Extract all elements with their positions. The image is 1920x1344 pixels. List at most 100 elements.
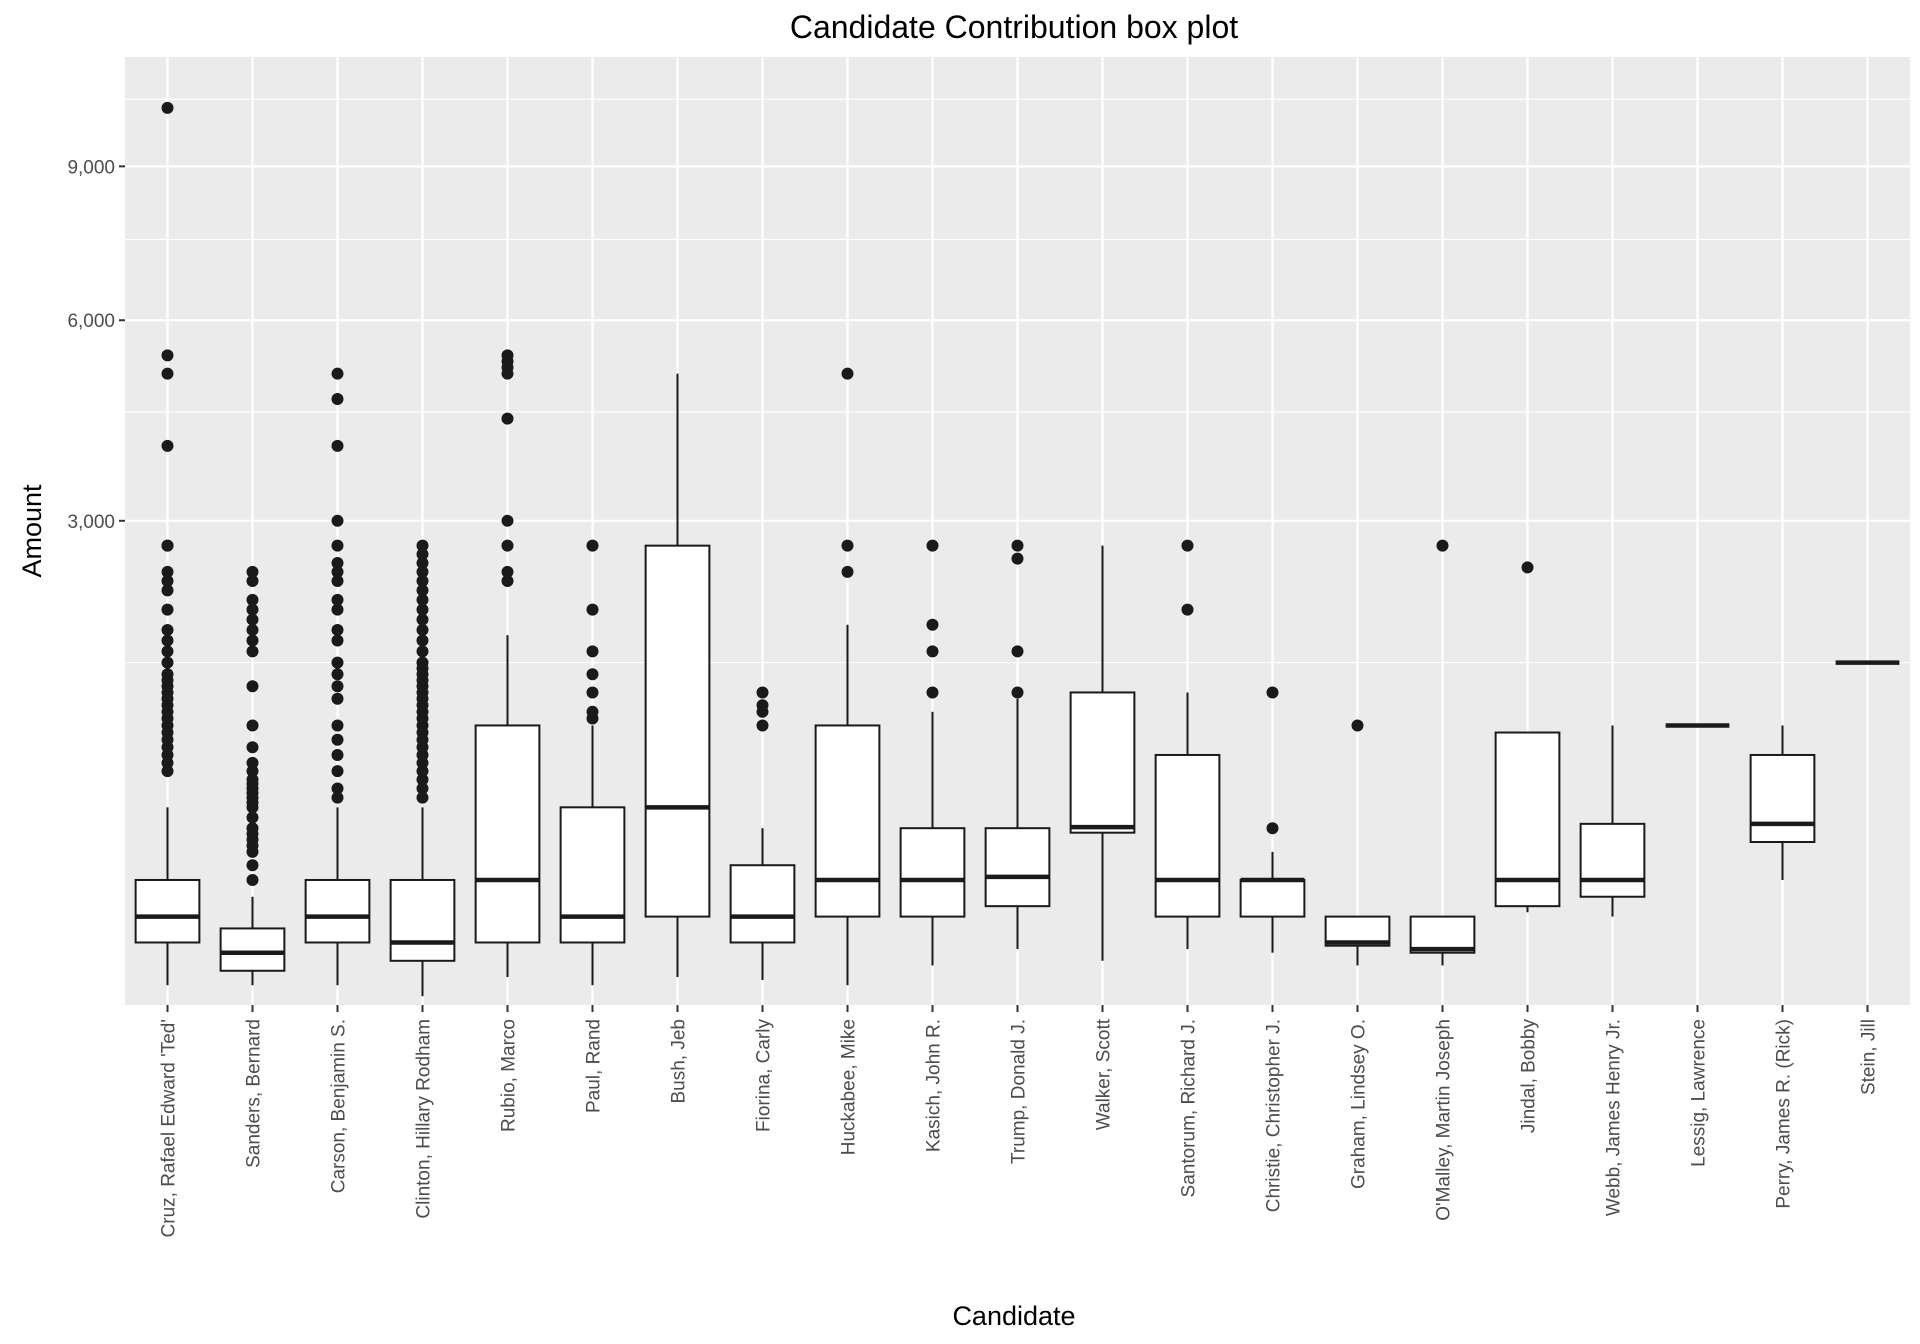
x-tick-label: Huckabee, Mike	[839, 1019, 860, 1155]
outlier-point	[246, 613, 259, 626]
outlier-point	[416, 773, 429, 786]
outlier-point	[331, 765, 344, 778]
outlier-point	[1351, 719, 1364, 732]
outlier-point	[331, 593, 344, 606]
box-group	[644, 373, 711, 978]
outlier-point	[161, 349, 174, 362]
outlier-point	[246, 645, 259, 658]
outlier-point	[586, 645, 599, 658]
outlier-point	[926, 539, 939, 552]
outlier-point	[926, 686, 939, 699]
outlier-point	[416, 575, 429, 588]
outlier-point	[331, 634, 344, 647]
box-group	[559, 539, 626, 986]
box-group	[389, 539, 456, 997]
x-tick-label: Trump, Donald J.	[1009, 1019, 1030, 1164]
box	[1154, 753, 1221, 918]
x-tick-label: Clinton, Hillary Rodham	[414, 1019, 435, 1219]
outlier-point	[331, 623, 344, 636]
outlier-point	[416, 765, 429, 778]
outlier-point	[501, 349, 514, 362]
outlier-point	[416, 556, 429, 569]
outlier-point	[161, 539, 174, 552]
box-group	[1749, 725, 1816, 880]
x-tick-label: Christie, Christopher J.	[1264, 1019, 1285, 1212]
outlier-point	[586, 668, 599, 681]
box-group	[219, 565, 286, 986]
x-tick-label: Graham, Lindsey O.	[1349, 1019, 1370, 1189]
outlier-point	[161, 565, 174, 578]
outlier-point	[331, 692, 344, 705]
outlier-point	[331, 680, 344, 693]
outlier-point	[756, 699, 769, 712]
box	[984, 827, 1051, 908]
box-group	[304, 367, 371, 986]
x-tick-label: Kasich, John R.	[924, 1019, 945, 1152]
outlier-point	[161, 656, 174, 669]
outlier-point	[331, 565, 344, 578]
box	[304, 878, 371, 944]
x-tick-label: Cruz, Rafael Edward 'Ted'	[159, 1019, 180, 1237]
box	[644, 544, 711, 918]
outlier-point	[416, 656, 429, 669]
box	[1239, 878, 1306, 918]
outlier-point	[161, 367, 174, 380]
box	[559, 806, 626, 944]
outlier-point	[246, 623, 259, 636]
x-axis: Cruz, Rafael Edward 'Ted' Sanders, Bernar…	[159, 1005, 1880, 1237]
outlier-point	[331, 603, 344, 616]
outlier-point	[1266, 822, 1279, 835]
box	[814, 724, 881, 918]
box	[134, 878, 201, 944]
box-group	[814, 367, 881, 986]
outlier-point	[416, 782, 429, 795]
outlier-point	[926, 645, 939, 658]
box	[1749, 753, 1816, 843]
box	[1494, 731, 1561, 908]
box	[1409, 915, 1476, 954]
outlier-point	[416, 623, 429, 636]
x-tick-label: Walker, Scott	[1094, 1018, 1115, 1130]
outlier-point	[1266, 686, 1279, 699]
box-group	[134, 101, 201, 986]
outlier-point	[416, 634, 429, 647]
outlier-point	[246, 811, 259, 824]
x-tick-label: Fiorina, Carly	[754, 1019, 775, 1132]
outlier-point	[246, 680, 259, 693]
outlier-point	[331, 514, 344, 527]
outlier-point	[416, 791, 429, 804]
x-axis-title: Candidate	[952, 1301, 1075, 1331]
outlier-point	[331, 656, 344, 669]
outlier-point	[246, 603, 259, 616]
outlier-point	[1011, 686, 1024, 699]
outlier-point	[331, 782, 344, 795]
outlier-point	[331, 748, 344, 761]
outlier-point	[246, 873, 259, 886]
boxes	[134, 101, 1900, 997]
outlier-point	[246, 719, 259, 732]
outlier-point	[161, 101, 174, 114]
outlier-point	[161, 603, 174, 616]
outlier-point	[586, 603, 599, 616]
outlier-point	[501, 412, 514, 425]
x-tick-label: Paul, Rand	[584, 1019, 605, 1113]
outlier-point	[161, 439, 174, 452]
box-group	[474, 349, 541, 978]
outlier-point	[246, 593, 259, 606]
outlier-point	[501, 575, 514, 588]
box-group	[984, 539, 1051, 950]
y-tick-label: 3,000	[67, 512, 115, 533]
outlier-point	[331, 556, 344, 569]
outlier-point	[841, 367, 854, 380]
x-tick-label: Lessig, Lawrence	[1689, 1019, 1710, 1167]
outlier-point	[841, 565, 854, 578]
box-group	[1324, 719, 1391, 966]
outlier-point	[416, 603, 429, 616]
box-group	[899, 539, 966, 966]
outlier-point	[331, 668, 344, 681]
outlier-point	[246, 634, 259, 647]
y-axis-title: Amount	[17, 484, 47, 578]
outlier-point	[416, 548, 429, 561]
outlier-point	[331, 539, 344, 552]
